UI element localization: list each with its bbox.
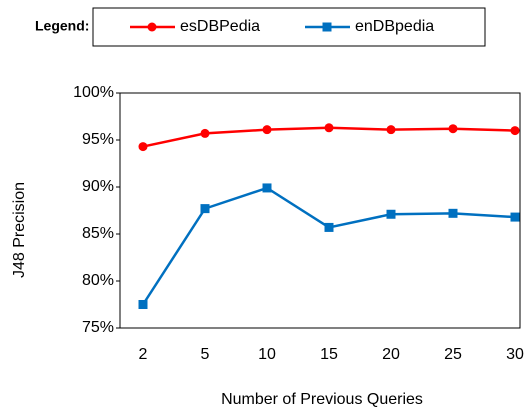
- x-tick-label: 30: [506, 346, 524, 363]
- x-tick-label: 25: [444, 346, 462, 363]
- marker: [262, 183, 272, 193]
- marker: [138, 142, 148, 152]
- y-tick-label: 85%: [82, 225, 114, 242]
- x-tick-label: 10: [258, 346, 276, 363]
- y-tick-label: 80%: [82, 272, 114, 289]
- marker: [138, 300, 148, 309]
- marker: [322, 22, 332, 32]
- legend-label: enDBpedia: [355, 18, 434, 35]
- y-tick-label: 90%: [82, 178, 114, 195]
- marker: [200, 204, 210, 214]
- marker: [324, 123, 334, 133]
- marker: [147, 22, 157, 32]
- marker: [448, 124, 458, 134]
- x-tick-label: 15: [320, 346, 338, 363]
- x-tick-label: 2: [139, 346, 148, 363]
- y-axis-label: J48 Precision: [11, 182, 28, 278]
- legend-box: [92, 7, 486, 47]
- marker: [510, 126, 520, 136]
- y-tick-label: 95%: [82, 131, 114, 148]
- x-tick-label: 5: [201, 346, 210, 363]
- marker: [386, 125, 396, 135]
- marker: [386, 209, 396, 219]
- x-axis-label: Number of Previous Queries: [221, 391, 423, 408]
- series-line: [141, 186, 516, 306]
- legend-title: Legend:: [35, 18, 89, 34]
- marker: [510, 212, 520, 222]
- legend-label: esDBPedia: [180, 18, 260, 35]
- plot-frame: [119, 92, 521, 329]
- y-tick-label: 75%: [82, 319, 114, 336]
- marker: [324, 222, 334, 232]
- marker: [262, 125, 272, 135]
- marker: [200, 128, 210, 138]
- y-tick-label: 100%: [73, 84, 114, 101]
- x-tick-label: 20: [382, 346, 400, 363]
- marker: [448, 208, 458, 218]
